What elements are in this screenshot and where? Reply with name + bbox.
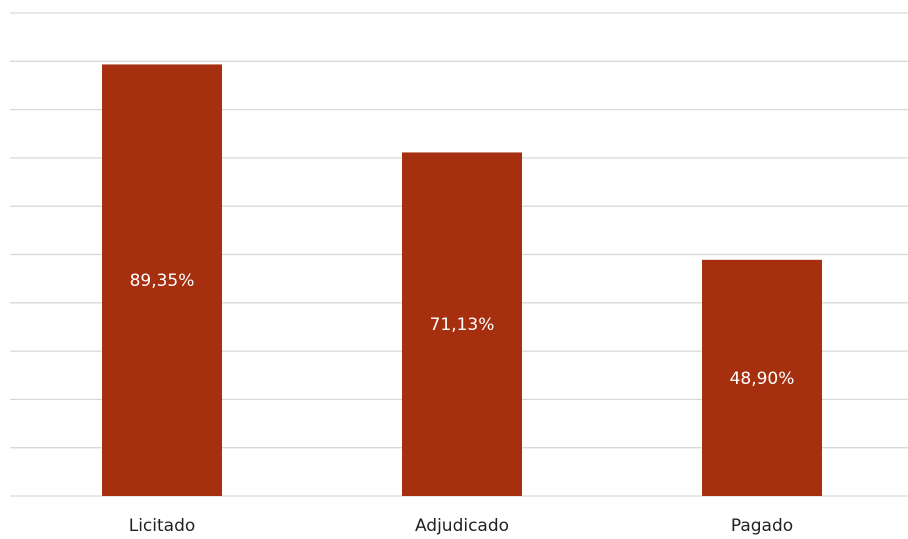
data-label: 48,90% (730, 369, 795, 389)
data-label: 89,35% (130, 271, 195, 291)
bar-adjudicado (402, 152, 522, 497)
category-labels: Licitado Adjudicado Pagado (129, 516, 793, 536)
category-label: Licitado (129, 516, 196, 536)
category-label: Pagado (731, 516, 793, 536)
data-label: 71,13% (430, 315, 495, 335)
bars (102, 64, 822, 497)
bar-pagado (702, 259, 822, 496)
bar-value-labels: 89,35% 71,13% 48,90% (130, 271, 795, 389)
bar-licitado (102, 64, 222, 496)
category-label: Adjudicado (415, 516, 509, 536)
